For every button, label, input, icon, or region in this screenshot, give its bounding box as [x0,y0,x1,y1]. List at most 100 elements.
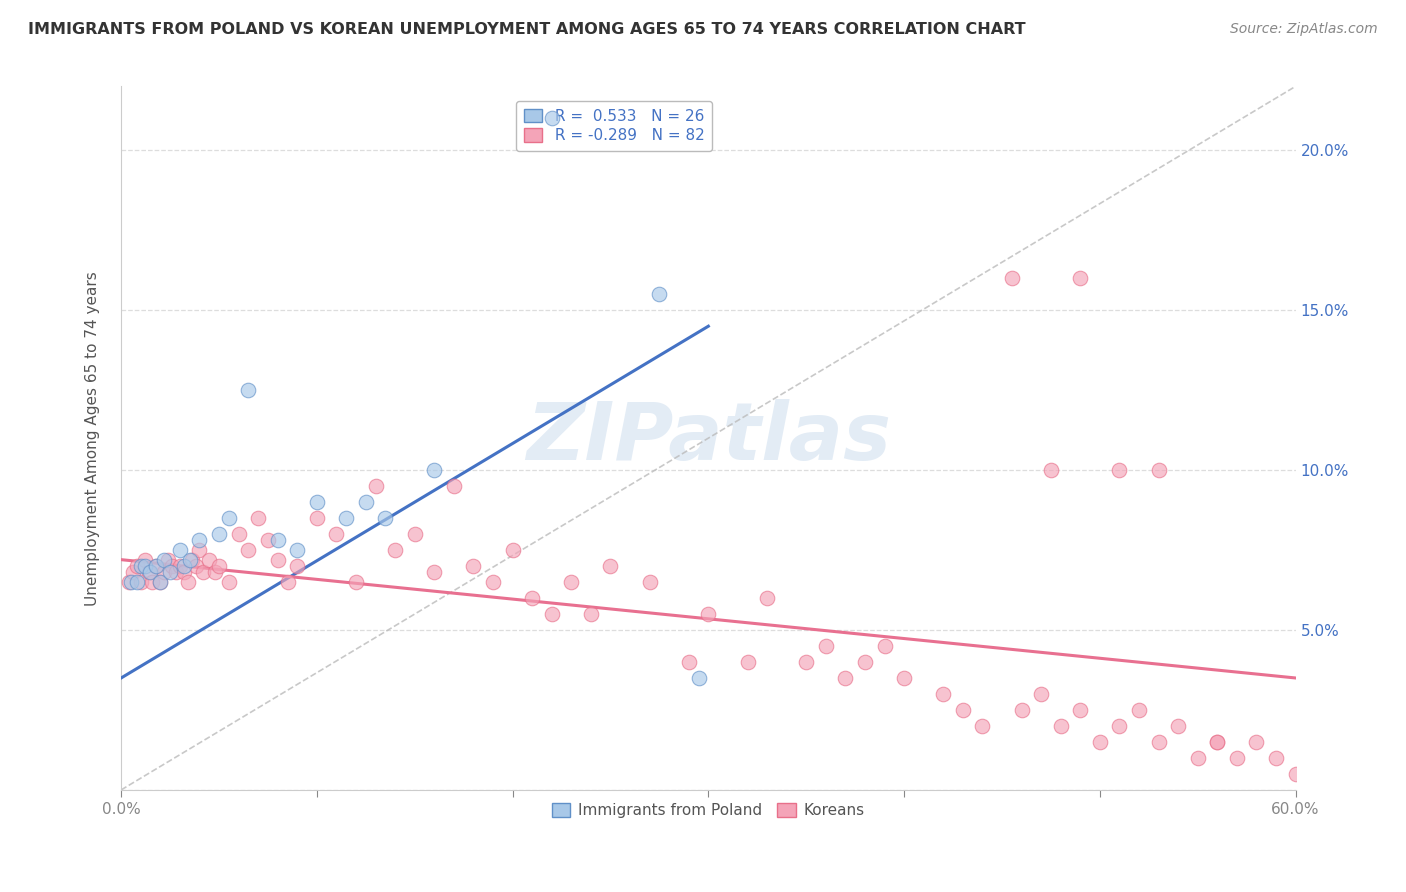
Point [153,566,176,580]
Point [176,575,198,590]
Point [834,671,856,685]
Point [180,552,202,566]
Point [218,575,240,590]
Point [204,566,226,580]
Point [118,575,141,590]
Point [325,527,347,541]
Point [145,559,167,574]
Point [522,591,544,605]
Point [198,552,221,566]
Point [1147,735,1170,749]
Point [1001,271,1024,285]
Point [305,495,328,509]
Point [122,566,145,580]
Point [208,527,231,541]
Point [688,671,710,685]
Point [125,575,148,590]
Point [193,566,215,580]
Point [579,607,602,621]
Point [285,559,308,574]
Point [145,559,167,574]
Point [364,479,387,493]
Point [354,495,377,509]
Point [972,719,994,733]
Point [1128,703,1150,717]
Point [305,511,328,525]
Point [756,591,779,605]
Point [1011,703,1033,717]
Point [1088,735,1111,749]
Point [184,559,207,574]
Point [125,559,148,574]
Point [208,559,231,574]
Point [1029,687,1052,701]
Point [1049,719,1071,733]
Point [149,575,172,590]
Point [267,533,290,548]
Point [678,655,700,669]
Point [335,511,357,525]
Point [129,559,152,574]
Point [149,575,172,590]
Point [267,552,290,566]
Point [169,543,191,558]
Point [932,687,955,701]
Point [423,566,446,580]
Point [285,543,308,558]
Point [794,655,817,669]
Point [134,559,156,574]
Point [540,607,562,621]
Point [173,559,195,574]
Point [540,112,562,126]
Point [1069,271,1091,285]
Point [134,552,156,566]
Point [1069,703,1091,717]
Point [218,511,240,525]
Point [404,527,426,541]
Point [238,383,260,397]
Point [153,552,176,566]
Point [1187,751,1209,765]
Point [160,559,183,574]
Point [853,655,876,669]
Point [1108,719,1130,733]
Point [1206,735,1229,749]
Point [374,511,396,525]
Point [165,566,187,580]
Point [257,533,280,548]
Point [384,543,406,558]
Point [141,575,163,590]
Point [1246,735,1268,749]
Point [423,463,446,477]
Point [502,543,524,558]
Text: Source: ZipAtlas.com: Source: ZipAtlas.com [1230,22,1378,37]
Point [873,639,896,653]
Point [1147,463,1170,477]
Point [179,552,201,566]
Point [276,575,298,590]
Point [157,552,180,566]
Point [560,575,582,590]
Point [443,479,465,493]
Point [737,655,759,669]
Point [1039,463,1062,477]
Point [138,566,160,580]
Y-axis label: Unemployment Among Ages 65 to 74 years: Unemployment Among Ages 65 to 74 years [86,271,100,606]
Point [814,639,837,653]
Point [1226,751,1249,765]
Point [129,575,152,590]
Point [173,566,195,580]
Point [463,559,485,574]
Point [344,575,367,590]
Text: IMMIGRANTS FROM POLAND VS KOREAN UNEMPLOYMENT AMONG AGES 65 TO 74 YEARS CORRELAT: IMMIGRANTS FROM POLAND VS KOREAN UNEMPLO… [28,22,1026,37]
Point [228,527,250,541]
Point [893,671,915,685]
Point [482,575,505,590]
Point [648,287,671,301]
Point [120,575,142,590]
Point [247,511,270,525]
Text: ZIPatlas: ZIPatlas [526,399,891,477]
Point [238,543,260,558]
Point [1108,463,1130,477]
Point [139,566,162,580]
